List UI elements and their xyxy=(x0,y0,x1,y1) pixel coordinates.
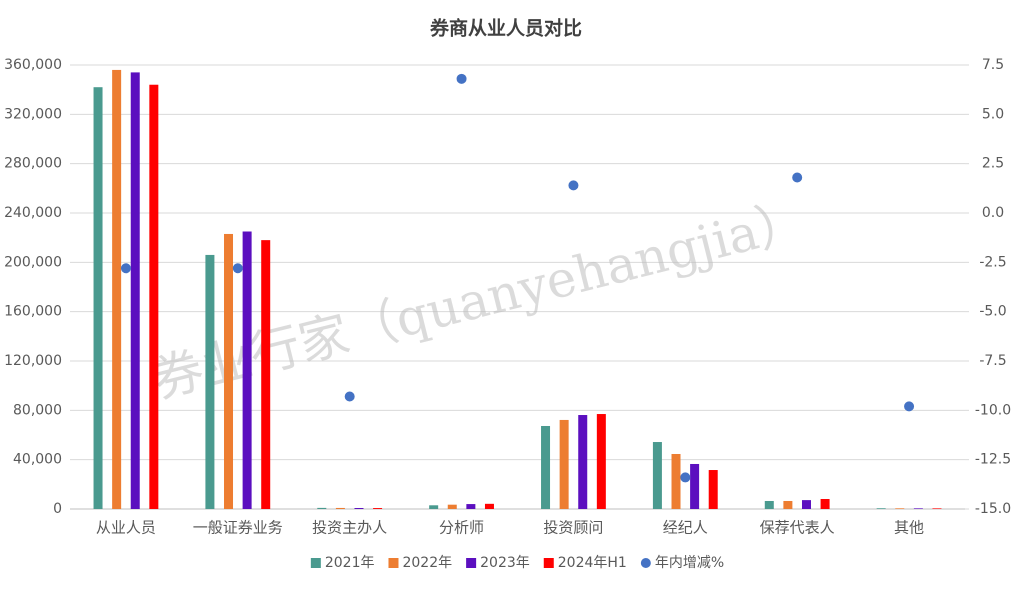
bar xyxy=(913,508,923,509)
y-tick-label: 240,000 xyxy=(4,205,62,221)
bar xyxy=(354,508,364,509)
bar xyxy=(764,500,774,509)
y-tick-label: 360,000 xyxy=(4,57,62,73)
bar xyxy=(224,233,234,509)
bar xyxy=(559,419,569,509)
y-tick-label: 160,000 xyxy=(4,304,62,320)
bar xyxy=(541,425,551,509)
y-tick-label: 120,000 xyxy=(4,353,62,369)
x-tick-label: 其他 xyxy=(894,519,924,537)
y-tick-label: 280,000 xyxy=(4,156,62,172)
x-tick-label: 分析师 xyxy=(439,519,484,537)
bar xyxy=(205,254,215,509)
bar xyxy=(876,508,886,509)
bar xyxy=(932,508,942,509)
bar xyxy=(130,72,140,510)
bar xyxy=(895,508,905,509)
bar xyxy=(484,503,494,509)
bar xyxy=(242,231,252,509)
y-tick-label: 200,000 xyxy=(4,254,62,270)
legend-label: 2023年 xyxy=(480,555,530,571)
chart-title: 券商从业人员对比 xyxy=(429,17,582,40)
point xyxy=(120,263,131,274)
x-tick-label: 经纪人 xyxy=(663,519,708,537)
y2-tick-label: -7.5 xyxy=(979,353,1006,369)
bar xyxy=(671,453,681,509)
bar xyxy=(801,500,811,509)
y2-tick-label: 7.5 xyxy=(982,57,1004,73)
point xyxy=(232,263,243,274)
legend-marker xyxy=(640,558,651,568)
legend-label: 年内增减% xyxy=(655,555,724,571)
legend-label: 2022年 xyxy=(402,555,452,571)
legend-label: 2024年H1 xyxy=(558,555,627,571)
bar xyxy=(447,504,457,509)
point xyxy=(456,73,467,84)
bar xyxy=(596,414,606,509)
bar xyxy=(429,505,439,509)
bar xyxy=(708,470,718,509)
y2-tick-label: 2.5 xyxy=(982,156,1004,172)
bar xyxy=(652,442,662,509)
bar xyxy=(690,463,700,509)
legend-label: 2021年 xyxy=(325,555,375,571)
point xyxy=(792,172,803,183)
bar xyxy=(373,508,383,509)
point xyxy=(568,180,579,191)
bar xyxy=(783,500,793,509)
point xyxy=(904,401,915,412)
point xyxy=(680,472,691,483)
y-tick-label: 40,000 xyxy=(13,452,62,468)
y-tick-label: 0 xyxy=(53,501,62,517)
y2-tick-label: 0.0 xyxy=(982,205,1004,221)
y2-tick-label: -2.5 xyxy=(979,254,1006,270)
x-tick-label: 保荐代表人 xyxy=(760,519,835,537)
bar xyxy=(261,240,271,509)
x-tick-label: 投资顾问 xyxy=(543,519,603,537)
bar xyxy=(335,507,345,509)
y-tick-label: 80,000 xyxy=(13,402,62,418)
legend-marker xyxy=(388,558,399,568)
legend-marker xyxy=(543,558,554,568)
y2-tick-label: -10.0 xyxy=(975,402,1011,418)
y2-tick-label: -15.0 xyxy=(975,501,1011,517)
bar xyxy=(820,499,830,509)
legend-marker xyxy=(310,558,321,568)
y2-tick-label: -12.5 xyxy=(975,452,1011,468)
point xyxy=(344,391,355,402)
bar xyxy=(578,415,588,509)
y2-tick-label: -5.0 xyxy=(979,304,1006,320)
x-tick-label: 一般证券业务 xyxy=(193,519,283,537)
x-tick-label: 投资主办人 xyxy=(312,519,387,537)
bar xyxy=(149,84,159,509)
legend-marker xyxy=(466,558,477,568)
y-tick-label: 320,000 xyxy=(4,106,62,122)
bar xyxy=(466,504,476,509)
x-tick-label: 从业人员 xyxy=(96,519,156,537)
bar xyxy=(317,507,327,509)
bar xyxy=(93,87,103,509)
y2-tick-label: 5.0 xyxy=(982,106,1004,122)
bar xyxy=(112,69,122,509)
